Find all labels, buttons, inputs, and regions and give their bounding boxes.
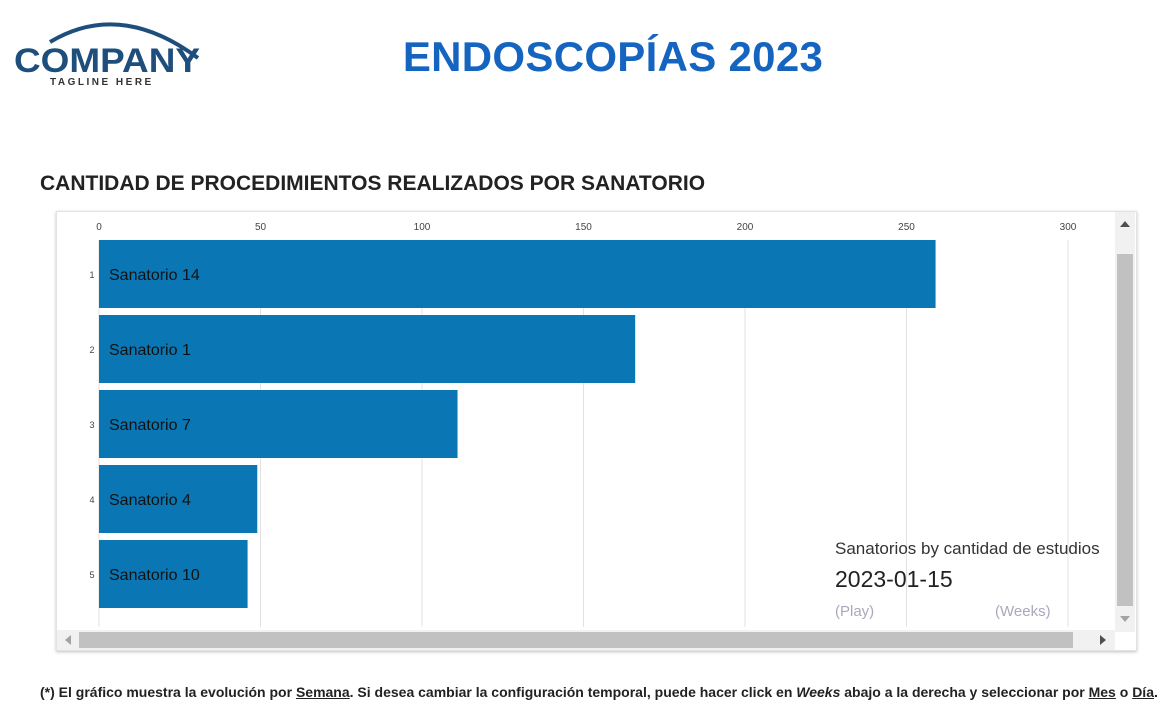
logo-name: COMPANY <box>14 42 200 80</box>
footnote-weeks: Weeks <box>796 684 841 700</box>
rank-label: 3 <box>89 420 94 430</box>
bar-label: Sanatorio 10 <box>109 567 200 584</box>
footnote-dia: Día <box>1132 684 1154 700</box>
bar <box>99 315 636 383</box>
chart-title: Sanatorios by cantidad de estudios <box>835 539 1100 558</box>
bar-label: Sanatorio 14 <box>109 267 200 284</box>
rank-label: 2 <box>89 345 94 355</box>
bar <box>99 390 458 458</box>
x-tick-label: 300 <box>1060 222 1077 233</box>
footnote-text: abajo a la derecha y seleccionar por <box>840 684 1089 700</box>
chart-frame: 0 50 100 150 200 250 300 Sanatorio 14 1 Sanatorio… <box>56 211 1137 651</box>
footnote-semana: Semana <box>295 684 350 700</box>
scroll-right-icon[interactable] <box>1100 635 1106 645</box>
bar <box>99 465 258 533</box>
page-title: ENDOSCOPÍAS 2023 <box>402 33 824 80</box>
section-title: CANTIDAD DE PROCEDIMIENTOS REALIZADOS PO… <box>40 172 706 195</box>
vertical-scrollbar[interactable] <box>1115 212 1135 632</box>
x-tick-label: 150 <box>575 222 592 233</box>
company-logo: COMPANY TAGLINE HERE <box>14 22 200 88</box>
bar-label: Sanatorio 4 <box>109 492 191 509</box>
x-tick-label: 200 <box>737 222 754 233</box>
x-tick-label: 0 <box>96 222 102 233</box>
footnote-mes: Mes <box>1088 684 1116 700</box>
rank-label: 4 <box>89 495 94 505</box>
logo-arc <box>48 22 200 60</box>
bar <box>99 540 248 608</box>
rank-label: 1 <box>89 270 94 280</box>
footnote-text: (*) El gráfico muestra la evolución por <box>40 684 296 700</box>
period-selector[interactable]: (Weeks) <box>995 603 1051 620</box>
x-tick-label: 50 <box>255 222 267 233</box>
footnote-text: o <box>1115 684 1133 700</box>
horizontal-scrollbar[interactable] <box>57 630 1115 650</box>
horizontal-scroll-thumb[interactable] <box>79 632 1073 648</box>
bar-label: Sanatorio 7 <box>109 417 191 434</box>
scroll-up-icon[interactable] <box>1120 221 1130 227</box>
rank-label: 5 <box>89 570 94 580</box>
footnote-text: . Si desea cambiar la configuración temp… <box>349 684 797 700</box>
vertical-scroll-thumb[interactable] <box>1117 254 1133 606</box>
x-tick-label: 250 <box>898 222 915 233</box>
scroll-down-icon[interactable] <box>1120 616 1130 622</box>
logo-tagline: TAGLINE HERE <box>50 77 154 88</box>
footnote: (*) El gráfico muestra la evolución por … <box>40 684 1158 700</box>
scroll-left-icon[interactable] <box>65 635 71 645</box>
bar <box>99 240 936 308</box>
play-button[interactable]: (Play) <box>835 603 874 620</box>
x-tick-label: 100 <box>414 222 431 233</box>
footnote-text: . <box>1153 684 1158 700</box>
bar-label: Sanatorio 1 <box>109 342 191 359</box>
date-label: 2023-01-15 <box>835 566 953 592</box>
